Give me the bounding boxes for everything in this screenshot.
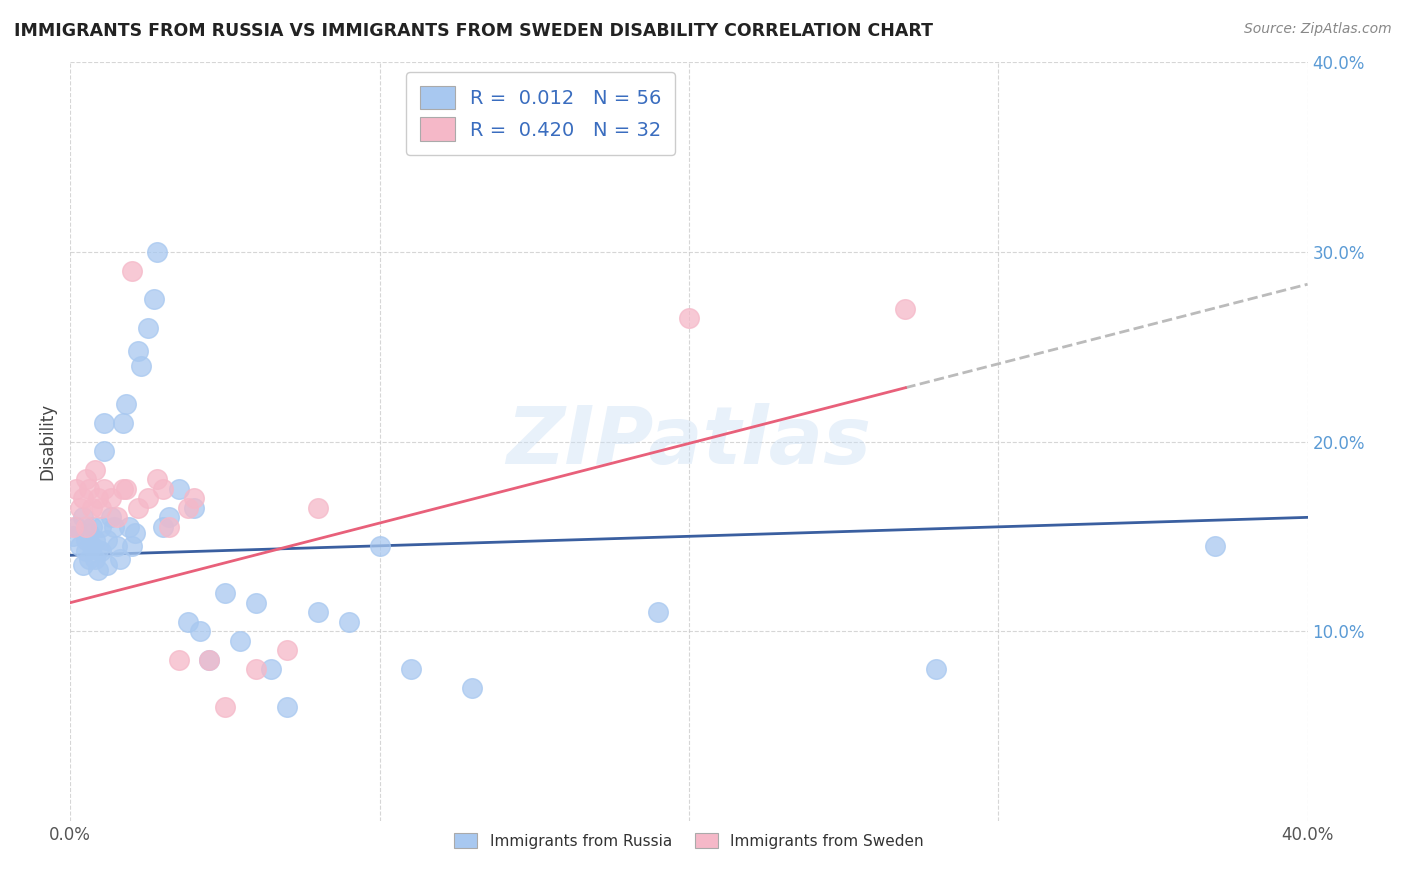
Point	[93, 444, 115, 458]
Point	[108, 552, 131, 566]
Point	[142, 293, 165, 307]
Point	[111, 482, 134, 496]
Point	[214, 699, 236, 714]
Point	[75, 533, 97, 548]
Point	[65, 520, 87, 534]
Point	[188, 624, 211, 639]
Point	[84, 533, 107, 548]
Point	[72, 558, 94, 572]
Point	[127, 343, 149, 358]
Point	[554, 131, 576, 145]
Point	[177, 500, 200, 515]
Point	[77, 552, 100, 566]
Point	[157, 520, 180, 534]
Point	[77, 482, 100, 496]
Text: IMMIGRANTS FROM RUSSIA VS IMMIGRANTS FROM SWEDEN DISABILITY CORRELATION CHART: IMMIGRANTS FROM RUSSIA VS IMMIGRANTS FRO…	[14, 22, 934, 40]
Point	[87, 564, 110, 578]
Point	[127, 500, 149, 515]
Point	[245, 662, 267, 676]
Point	[167, 652, 190, 666]
Point	[245, 596, 267, 610]
Point	[276, 699, 298, 714]
Point	[96, 558, 118, 572]
Point	[368, 539, 391, 553]
Point	[183, 491, 205, 506]
Point	[75, 544, 97, 558]
Point	[84, 463, 107, 477]
Point	[124, 525, 146, 540]
Point	[118, 520, 141, 534]
Point	[111, 416, 134, 430]
Point	[103, 520, 125, 534]
Point	[90, 520, 112, 534]
Point	[461, 681, 484, 695]
Legend: Immigrants from Russia, Immigrants from Sweden: Immigrants from Russia, Immigrants from …	[449, 827, 929, 855]
Point	[183, 500, 205, 515]
Point	[121, 264, 143, 278]
Point	[214, 586, 236, 600]
Point	[131, 359, 153, 373]
Point	[136, 320, 159, 334]
Point	[62, 520, 84, 534]
Point	[152, 520, 174, 534]
Point	[69, 500, 91, 515]
Point	[925, 662, 948, 676]
Point	[90, 500, 112, 515]
Point	[678, 311, 700, 326]
Text: ZIPatlas: ZIPatlas	[506, 402, 872, 481]
Point	[100, 491, 122, 506]
Point	[75, 520, 97, 534]
Point	[87, 491, 110, 506]
Point	[136, 491, 159, 506]
Point	[307, 500, 329, 515]
Point	[121, 539, 143, 553]
Point	[260, 662, 283, 676]
Point	[80, 500, 103, 515]
Point	[894, 301, 917, 316]
Point	[115, 482, 138, 496]
Point	[146, 244, 169, 259]
Y-axis label: Disability: Disability	[38, 403, 56, 480]
Point	[84, 552, 107, 566]
Point	[157, 510, 180, 524]
Point	[69, 539, 91, 553]
Point	[337, 615, 360, 629]
Point	[72, 510, 94, 524]
Point	[105, 510, 128, 524]
Point	[62, 529, 84, 543]
Point	[80, 520, 103, 534]
Point	[152, 482, 174, 496]
Point	[77, 525, 100, 540]
Point	[65, 482, 87, 496]
Point	[105, 539, 128, 553]
Point	[80, 539, 103, 553]
Text: Source: ZipAtlas.com: Source: ZipAtlas.com	[1244, 22, 1392, 37]
Point	[399, 662, 422, 676]
Point	[276, 643, 298, 657]
Point	[93, 482, 115, 496]
Point	[307, 605, 329, 619]
Point	[87, 542, 110, 557]
Point	[115, 396, 138, 410]
Point	[177, 615, 200, 629]
Point	[647, 605, 669, 619]
Point	[229, 633, 252, 648]
Point	[198, 652, 221, 666]
Point	[96, 533, 118, 548]
Point	[72, 491, 94, 506]
Point	[167, 482, 190, 496]
Point	[90, 544, 112, 558]
Point	[146, 473, 169, 487]
Point	[75, 473, 97, 487]
Point	[100, 510, 122, 524]
Point	[198, 652, 221, 666]
Point	[1204, 539, 1226, 553]
Point	[93, 416, 115, 430]
